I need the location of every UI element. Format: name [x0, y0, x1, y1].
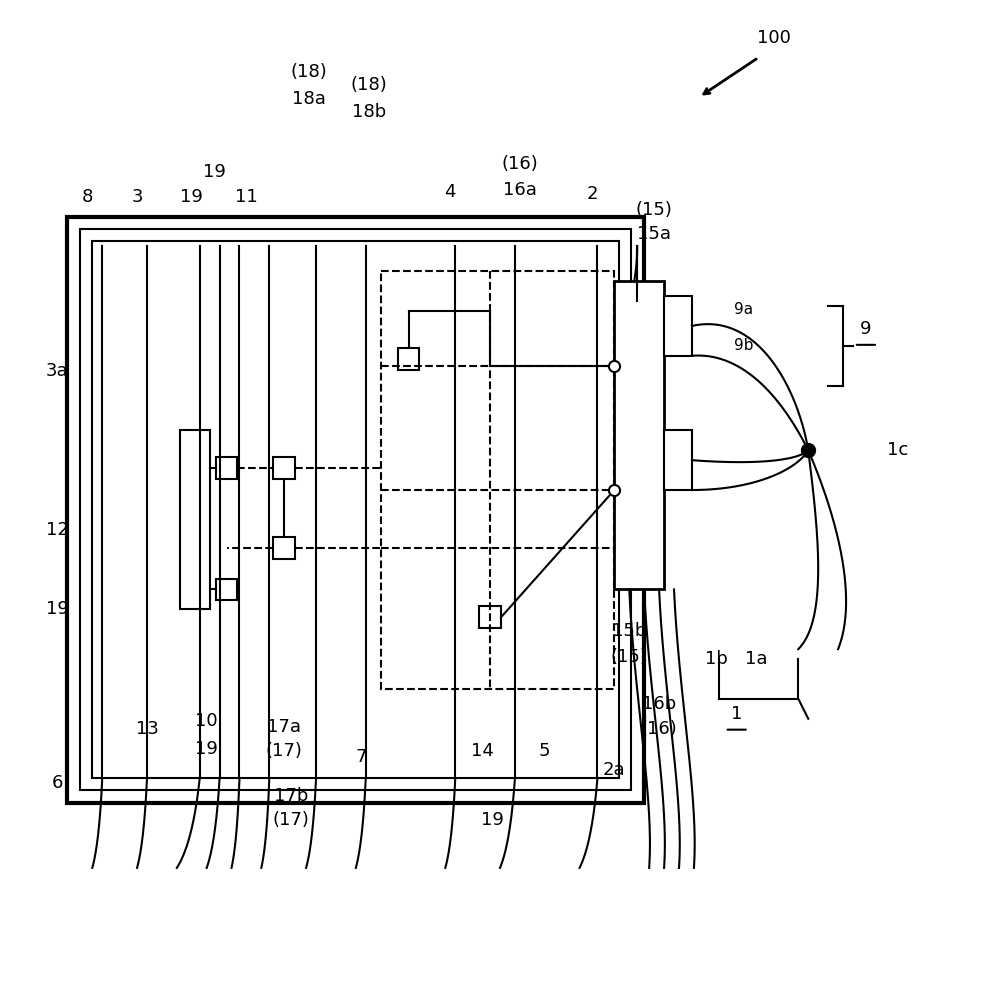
Text: 19: 19: [180, 188, 203, 206]
Text: 19: 19: [203, 163, 226, 181]
Bar: [273, 537, 295, 559]
Text: (17): (17): [273, 811, 310, 829]
Text: (15): (15): [636, 201, 673, 219]
Bar: [614, 281, 664, 589]
Text: 3: 3: [131, 188, 143, 206]
Text: 16b: 16b: [642, 695, 676, 713]
Bar: [67, 217, 644, 803]
Text: 4: 4: [445, 183, 456, 201]
Text: 15a: 15a: [637, 225, 671, 243]
Text: (18): (18): [291, 63, 327, 81]
Text: 1: 1: [731, 705, 742, 723]
Text: (16): (16): [502, 155, 538, 173]
Bar: [381, 271, 614, 689]
Text: 10: 10: [195, 712, 218, 730]
Text: 1a: 1a: [745, 650, 768, 669]
Bar: [398, 348, 419, 370]
Text: (17): (17): [266, 742, 303, 760]
Text: 3a: 3a: [46, 362, 69, 380]
Bar: [216, 579, 237, 600]
Text: 19: 19: [195, 740, 218, 758]
Bar: [479, 606, 501, 628]
Text: 9a: 9a: [734, 302, 753, 316]
Text: 9: 9: [860, 319, 872, 338]
Text: 5: 5: [539, 742, 550, 760]
Text: 18a: 18a: [292, 90, 326, 108]
Bar: [80, 229, 631, 790]
Text: (16): (16): [641, 720, 677, 738]
Bar: [664, 296, 692, 356]
Text: 17a: 17a: [267, 718, 301, 736]
Text: 9b: 9b: [734, 338, 753, 353]
Text: 12: 12: [46, 521, 69, 539]
Text: 2: 2: [587, 185, 598, 203]
Text: 13: 13: [136, 720, 158, 738]
Bar: [273, 457, 295, 479]
Text: 15b: 15b: [612, 622, 646, 640]
Text: 19: 19: [46, 600, 69, 618]
Text: 14: 14: [471, 742, 494, 760]
Text: 11: 11: [235, 188, 258, 206]
Text: 16a: 16a: [503, 181, 537, 199]
Text: 18b: 18b: [352, 103, 386, 122]
Text: 100: 100: [757, 29, 790, 46]
Text: 1b: 1b: [705, 650, 728, 669]
Text: 19: 19: [481, 811, 503, 829]
Text: 7: 7: [355, 748, 367, 765]
Text: 1c: 1c: [887, 441, 908, 459]
Bar: [92, 241, 619, 778]
Bar: [664, 430, 692, 490]
Text: (15): (15): [611, 648, 648, 666]
Text: 2a: 2a: [603, 762, 626, 779]
Text: 17b: 17b: [274, 787, 308, 805]
Text: 6: 6: [52, 774, 63, 792]
Bar: [216, 457, 237, 479]
Text: 8: 8: [82, 188, 93, 206]
Bar: [180, 430, 210, 609]
Text: (18): (18): [350, 76, 387, 94]
